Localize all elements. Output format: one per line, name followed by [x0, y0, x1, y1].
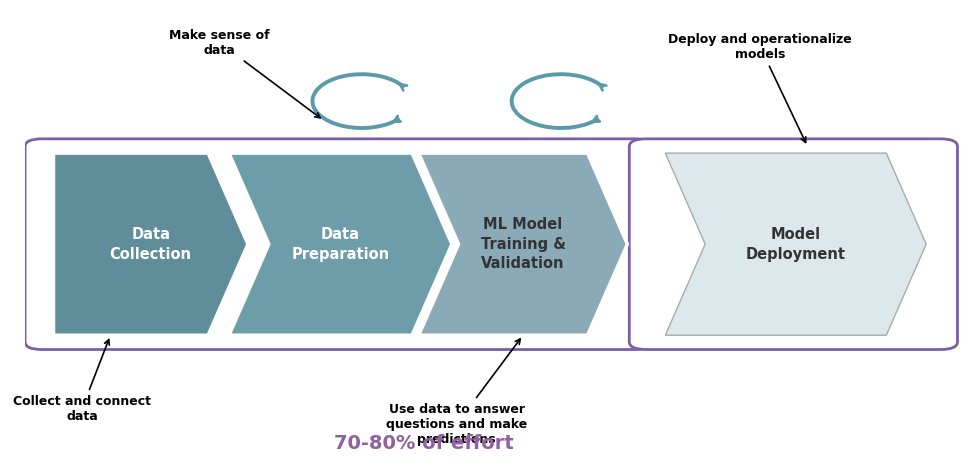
Text: Make sense of
data: Make sense of data [170, 28, 320, 118]
Text: 70-80% of effort: 70-80% of effort [333, 434, 513, 453]
Text: ML Model
Training &
Validation: ML Model Training & Validation [481, 217, 566, 272]
Text: Use data to answer
questions and make
predictions: Use data to answer questions and make pr… [386, 339, 527, 446]
FancyBboxPatch shape [25, 139, 652, 349]
FancyBboxPatch shape [629, 139, 957, 349]
Polygon shape [229, 153, 451, 335]
Text: Data
Collection: Data Collection [110, 227, 192, 262]
Polygon shape [665, 153, 926, 335]
Polygon shape [418, 153, 627, 335]
Text: Collect and connect
data: Collect and connect data [13, 339, 151, 423]
Text: Deploy and operationalize
models: Deploy and operationalize models [668, 33, 852, 142]
Text: Data
Preparation: Data Preparation [292, 227, 389, 262]
Text: Model
Deployment: Model Deployment [746, 227, 845, 262]
Polygon shape [54, 153, 248, 335]
